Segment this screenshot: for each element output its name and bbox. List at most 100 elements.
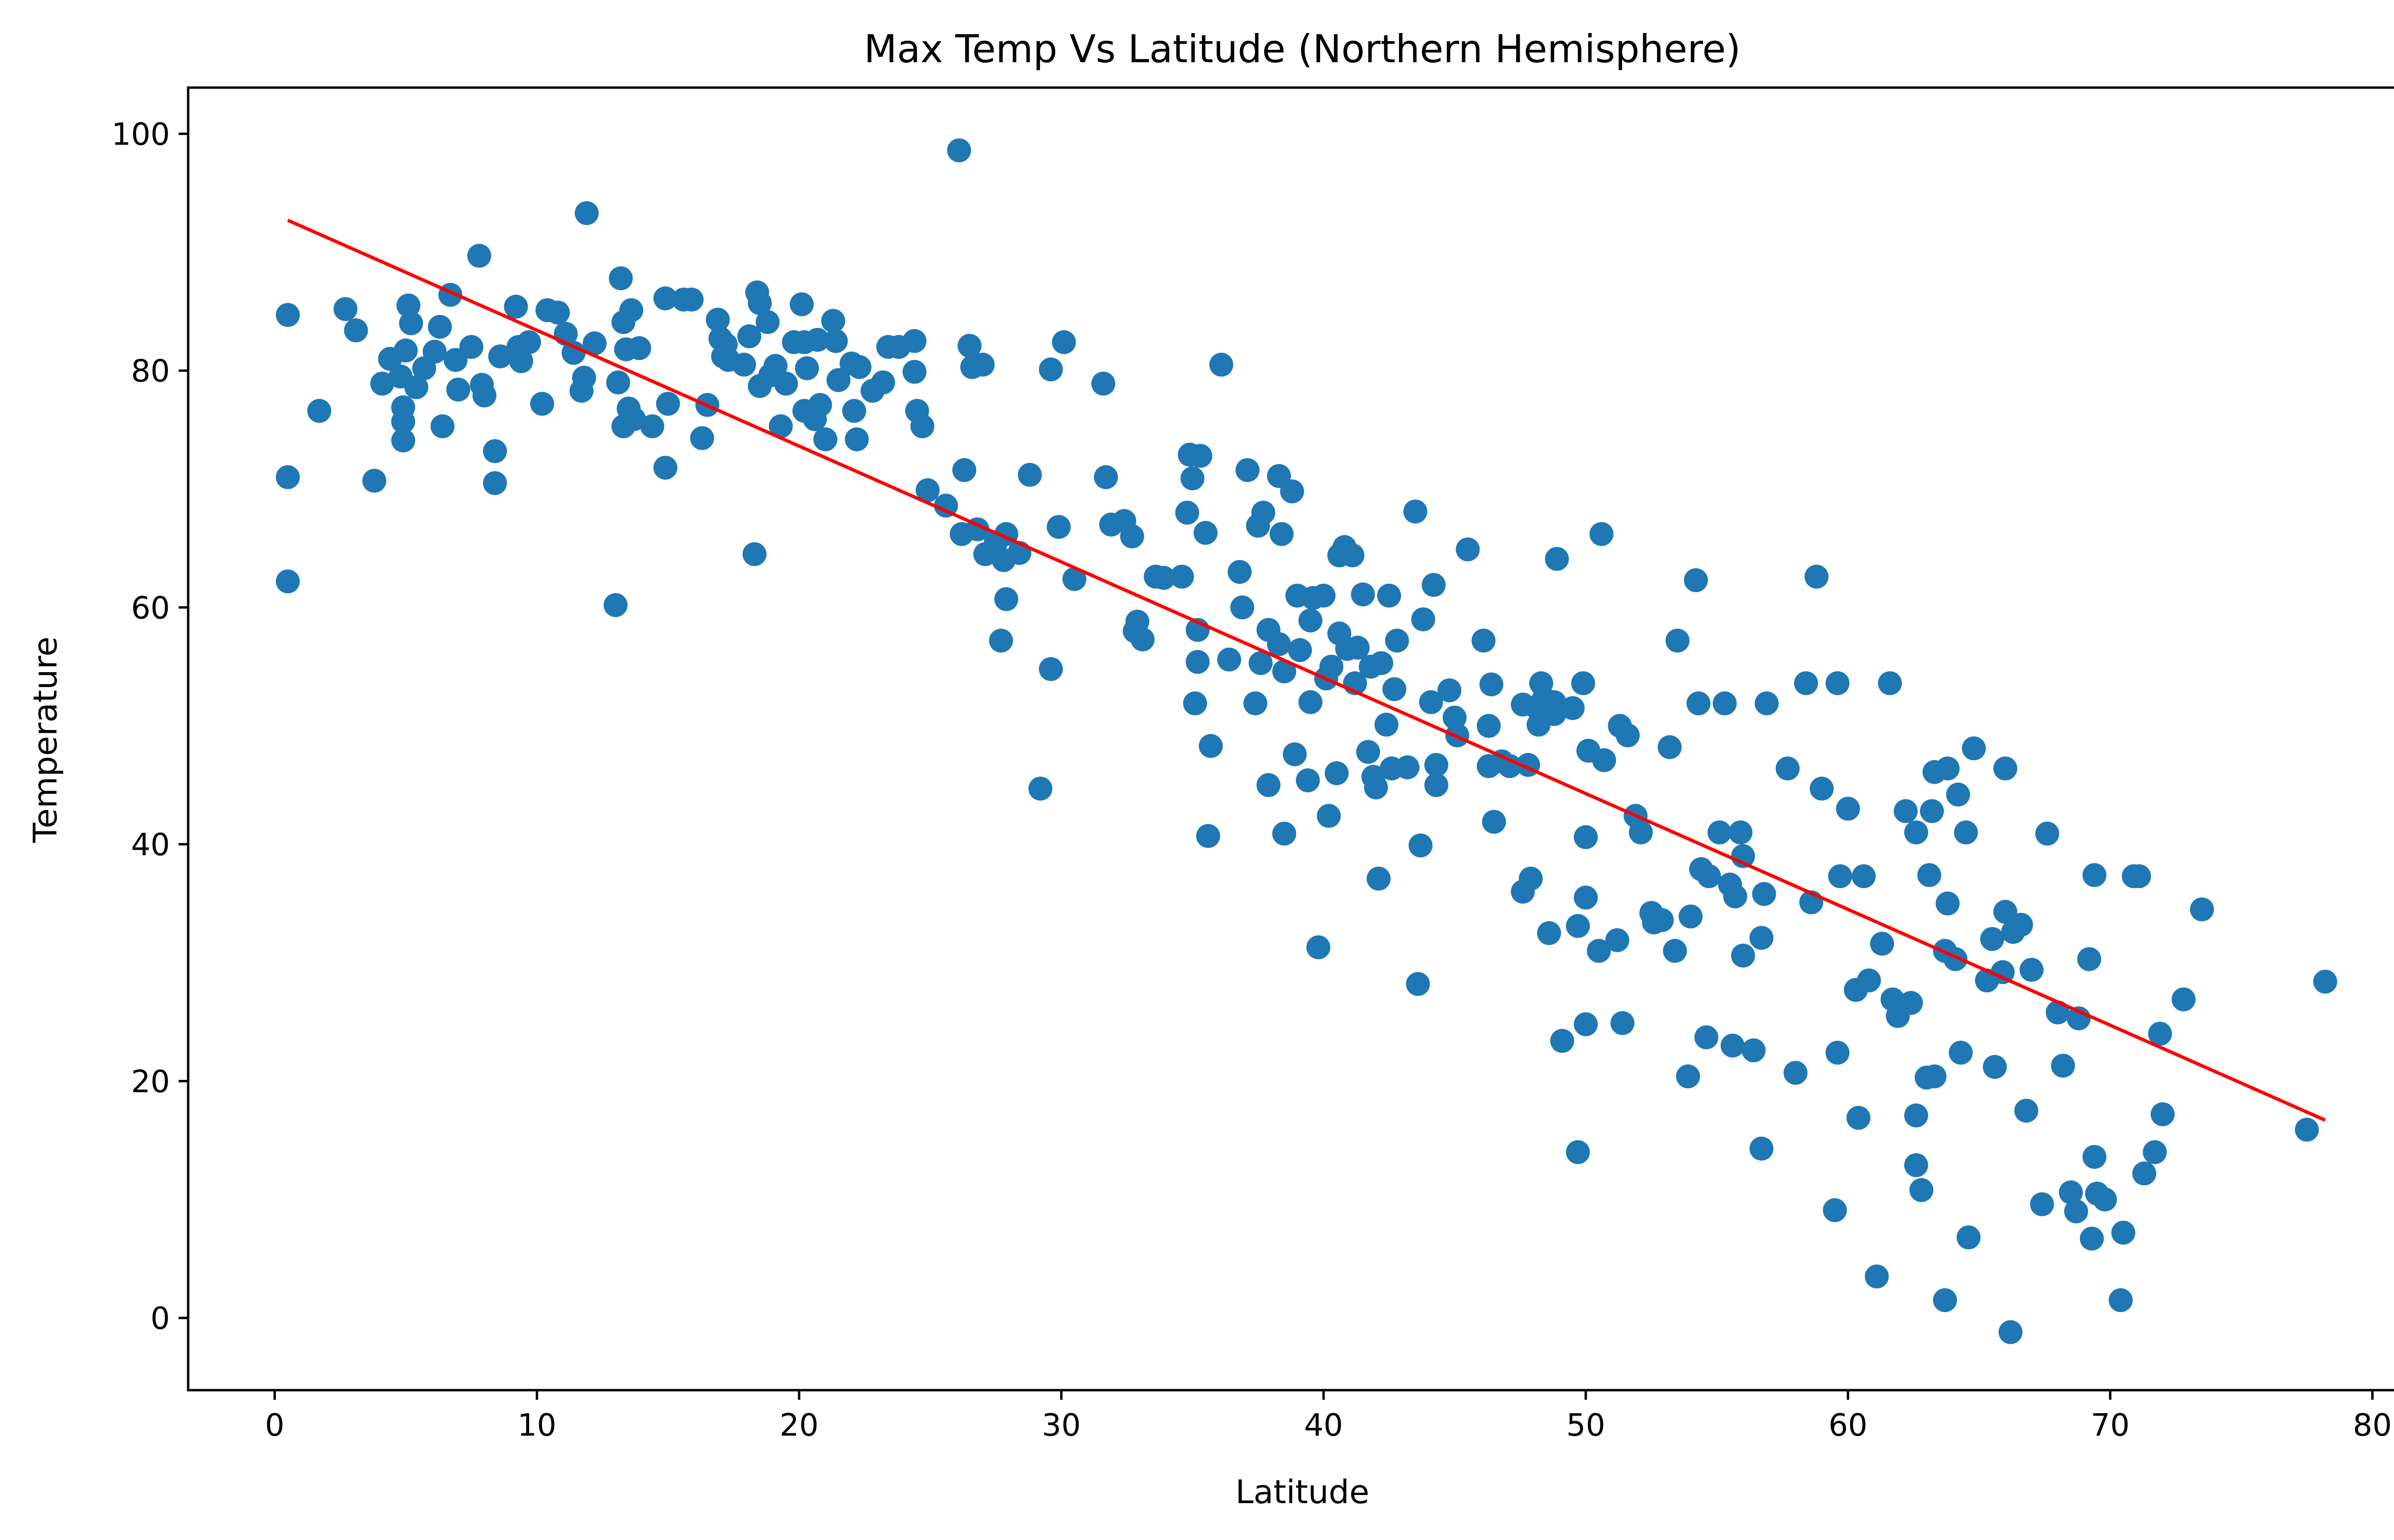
data-point bbox=[1899, 991, 1923, 1015]
data-point bbox=[1306, 935, 1331, 959]
data-point bbox=[1283, 742, 1307, 766]
data-point bbox=[1193, 521, 1218, 545]
data-point bbox=[1922, 1064, 1947, 1089]
data-point bbox=[958, 334, 982, 358]
data-point bbox=[1804, 564, 1829, 589]
data-point bbox=[1366, 866, 1391, 891]
data-point bbox=[1170, 564, 1194, 589]
data-point bbox=[2014, 1099, 2038, 1123]
data-marks bbox=[276, 138, 2338, 1344]
data-point bbox=[488, 344, 512, 369]
x-tick-label: 80 bbox=[2353, 1408, 2392, 1443]
data-point bbox=[1175, 501, 1199, 525]
data-point bbox=[1658, 735, 1682, 759]
data-point bbox=[1406, 972, 1430, 996]
data-point bbox=[1933, 1288, 1957, 1312]
data-point bbox=[1946, 782, 1970, 807]
data-point bbox=[1752, 882, 1776, 906]
data-point bbox=[763, 354, 788, 378]
data-point bbox=[1574, 1012, 1598, 1036]
x-tick-label: 10 bbox=[518, 1408, 556, 1443]
data-point bbox=[509, 349, 533, 373]
data-point bbox=[1094, 465, 1118, 489]
data-point bbox=[622, 407, 646, 431]
data-point bbox=[756, 310, 780, 334]
data-point bbox=[1686, 691, 1711, 716]
data-point bbox=[1317, 804, 1341, 828]
data-point bbox=[333, 297, 358, 321]
data-point bbox=[1749, 926, 1773, 950]
data-point bbox=[1728, 820, 1753, 844]
data-point bbox=[842, 399, 866, 423]
data-point bbox=[2064, 1199, 2089, 1224]
data-point bbox=[1566, 914, 1590, 938]
data-point bbox=[1130, 627, 1155, 652]
data-point bbox=[1183, 691, 1207, 716]
data-point bbox=[1775, 756, 1800, 781]
data-point bbox=[1356, 740, 1380, 764]
data-point bbox=[1028, 776, 1052, 801]
data-point bbox=[467, 244, 491, 268]
data-point bbox=[2009, 912, 2033, 937]
data-point bbox=[1382, 677, 1407, 701]
data-point bbox=[1823, 1198, 1847, 1222]
data-point bbox=[603, 593, 628, 617]
y-axis-ticks: 0 20 40 60 80 100 bbox=[112, 117, 188, 1337]
data-point bbox=[640, 414, 665, 438]
data-point bbox=[1537, 921, 1561, 945]
y-tick-label: 80 bbox=[131, 354, 170, 389]
data-point bbox=[2148, 1022, 2172, 1046]
x-tick-label: 60 bbox=[1829, 1408, 1867, 1443]
data-point bbox=[1794, 671, 1818, 696]
data-point bbox=[404, 375, 429, 399]
data-point bbox=[1749, 1136, 1773, 1161]
data-point bbox=[1741, 1038, 1766, 1063]
data-point bbox=[1180, 466, 1205, 491]
data-point bbox=[1857, 968, 1881, 993]
data-point bbox=[747, 291, 772, 315]
data-point bbox=[2143, 1140, 2167, 1164]
data-point bbox=[1230, 595, 1254, 619]
data-point bbox=[1846, 1106, 1871, 1130]
data-point bbox=[1904, 1153, 1928, 1177]
data-point bbox=[627, 336, 651, 360]
data-point bbox=[706, 307, 730, 332]
data-point bbox=[1479, 672, 1503, 697]
data-point bbox=[619, 298, 644, 322]
data-point bbox=[1039, 357, 1063, 382]
data-point bbox=[808, 393, 832, 417]
data-point bbox=[1120, 524, 1144, 549]
data-point bbox=[1610, 1011, 1635, 1035]
data-point bbox=[1665, 629, 1690, 653]
data-point bbox=[1825, 671, 1850, 696]
data-point bbox=[2030, 1192, 2054, 1216]
data-point bbox=[430, 414, 455, 438]
data-point bbox=[428, 315, 452, 339]
data-point bbox=[1217, 647, 1242, 672]
data-point bbox=[1694, 1025, 1718, 1049]
data-point bbox=[1437, 678, 1462, 703]
data-point bbox=[1340, 543, 1365, 568]
data-point bbox=[1852, 864, 1876, 888]
data-point bbox=[1017, 462, 1042, 487]
data-point bbox=[575, 201, 599, 225]
data-point bbox=[344, 318, 368, 343]
data-point bbox=[656, 392, 680, 416]
data-point bbox=[679, 287, 704, 312]
data-point bbox=[276, 303, 300, 327]
data-point bbox=[989, 629, 1013, 653]
x-tick-label: 0 bbox=[265, 1408, 284, 1443]
data-point bbox=[1186, 650, 1210, 674]
data-point bbox=[1298, 608, 1322, 633]
data-point bbox=[1256, 773, 1281, 797]
data-point bbox=[504, 294, 528, 319]
data-point bbox=[1878, 671, 1902, 696]
data-point bbox=[1589, 522, 1614, 546]
data-point bbox=[582, 331, 607, 356]
data-point bbox=[2079, 1226, 2104, 1251]
data-point bbox=[1374, 712, 1399, 737]
data-point bbox=[1188, 444, 1212, 468]
data-point bbox=[737, 324, 761, 348]
data-point bbox=[443, 348, 468, 372]
